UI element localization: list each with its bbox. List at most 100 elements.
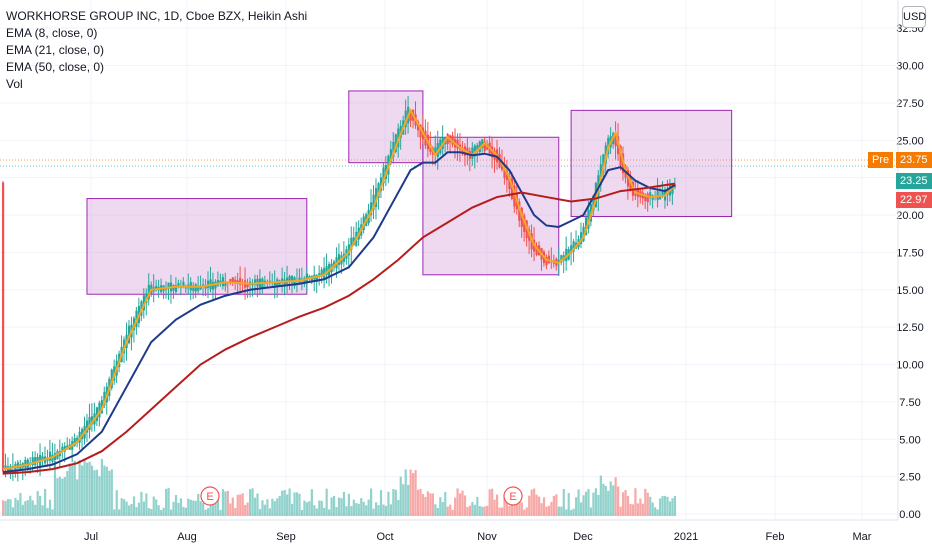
volume-bar bbox=[298, 493, 301, 516]
volume-bar bbox=[2, 500, 5, 516]
volume-bar bbox=[61, 478, 64, 516]
volume-bar bbox=[360, 498, 363, 516]
volume-bar bbox=[93, 470, 96, 516]
ema8-legend[interactable]: EMA (8, close, 0) bbox=[6, 26, 98, 40]
candle-body bbox=[320, 269, 323, 277]
volume-bar bbox=[216, 500, 220, 516]
candle-body bbox=[409, 110, 412, 121]
ema50-legend[interactable]: EMA (50, close, 0) bbox=[6, 60, 105, 74]
x-tick-label: Feb bbox=[766, 531, 785, 543]
x-tick-label: Aug bbox=[177, 531, 197, 543]
volume-bar bbox=[147, 508, 150, 516]
candle-body bbox=[394, 134, 397, 152]
volume-bar bbox=[488, 489, 491, 516]
volume-bar bbox=[63, 476, 66, 516]
volume-bar bbox=[562, 488, 565, 516]
volume-bar bbox=[434, 504, 437, 516]
volume-bar bbox=[266, 499, 269, 516]
volume-bar bbox=[24, 501, 27, 516]
volume-bar bbox=[71, 464, 74, 516]
volume-bar bbox=[100, 458, 103, 516]
volume-bar bbox=[535, 494, 538, 516]
currency-button[interactable]: USD bbox=[902, 6, 926, 28]
volume-bar bbox=[137, 502, 141, 516]
volume-bar bbox=[370, 488, 373, 516]
volume-bar bbox=[444, 492, 447, 516]
volume-bar bbox=[16, 500, 20, 516]
volume-bar bbox=[189, 499, 192, 516]
volume-bar bbox=[599, 475, 602, 516]
candle-body bbox=[570, 245, 573, 254]
candle-body bbox=[584, 217, 588, 236]
volume-bar bbox=[609, 481, 612, 516]
candle-body bbox=[649, 192, 652, 199]
candle-body bbox=[182, 281, 185, 288]
candle-body bbox=[419, 124, 422, 138]
volume-bar bbox=[441, 501, 444, 516]
volume-bar bbox=[56, 478, 59, 516]
y-tick-label: 5.00 bbox=[899, 434, 920, 446]
volume-bar bbox=[172, 501, 175, 516]
volume-bar bbox=[328, 509, 331, 516]
volume-bar bbox=[337, 497, 341, 516]
volume-bar bbox=[239, 494, 242, 516]
volume-bar bbox=[661, 496, 664, 516]
volume-bar bbox=[656, 509, 659, 516]
volume-bar bbox=[174, 495, 178, 516]
candle-body bbox=[253, 279, 257, 285]
volume-bar bbox=[604, 485, 607, 516]
volume-bar bbox=[365, 505, 368, 516]
volume-bar bbox=[313, 505, 316, 516]
volume-bar bbox=[362, 501, 365, 516]
volume-bar bbox=[384, 505, 388, 516]
ema-line-1 bbox=[2, 108, 676, 471]
x-tick-label: Jul bbox=[84, 531, 98, 543]
y-tick-label: 0.00 bbox=[899, 509, 920, 521]
candle-body bbox=[671, 184, 674, 194]
volume-bar bbox=[140, 491, 143, 516]
volume-bar bbox=[165, 488, 168, 516]
volume-bar bbox=[414, 470, 417, 516]
volume-bar bbox=[76, 479, 79, 516]
volume-bar bbox=[221, 489, 225, 516]
volume-bar bbox=[570, 509, 573, 516]
volume-bar bbox=[335, 507, 338, 516]
ema21-legend[interactable]: EMA (21, close, 0) bbox=[6, 43, 105, 57]
candle-body bbox=[594, 182, 597, 208]
volume-bar bbox=[461, 490, 464, 516]
volume-bar bbox=[103, 465, 106, 516]
candle-body bbox=[174, 285, 178, 292]
volume-bar bbox=[160, 509, 163, 516]
candle-body bbox=[273, 281, 276, 286]
candle-body bbox=[288, 276, 291, 282]
volume-bar bbox=[466, 507, 469, 516]
volume-bar bbox=[293, 492, 296, 516]
candle-body bbox=[142, 295, 145, 311]
volume-bar bbox=[305, 502, 309, 516]
volume-bar bbox=[374, 502, 378, 516]
volume-bar bbox=[36, 491, 39, 516]
volume-bar bbox=[132, 496, 136, 516]
volume-bar bbox=[142, 501, 145, 516]
volume-bar bbox=[402, 484, 405, 516]
volume-bar bbox=[431, 493, 434, 516]
candle-body bbox=[619, 145, 622, 166]
volume-bar bbox=[249, 489, 252, 516]
volume-bar bbox=[621, 492, 625, 516]
volume-bar bbox=[498, 507, 501, 516]
candle-body bbox=[493, 150, 496, 160]
candle-body bbox=[446, 133, 449, 144]
symbol-title[interactable]: WORKHORSE GROUP INC, 1D, Cboe BZX, Heiki… bbox=[6, 9, 308, 23]
y-tick-label: 2.50 bbox=[899, 472, 920, 484]
volume-bar bbox=[407, 484, 410, 516]
volume-bar bbox=[436, 507, 439, 516]
candle-body bbox=[103, 391, 106, 406]
volume-bar bbox=[575, 497, 578, 516]
candle-body bbox=[389, 149, 392, 164]
volume-legend[interactable]: Vol bbox=[6, 77, 23, 91]
volume-bar bbox=[550, 501, 553, 516]
volume-bar bbox=[219, 509, 222, 516]
candle-body bbox=[16, 462, 20, 469]
volume-bar bbox=[256, 493, 259, 516]
